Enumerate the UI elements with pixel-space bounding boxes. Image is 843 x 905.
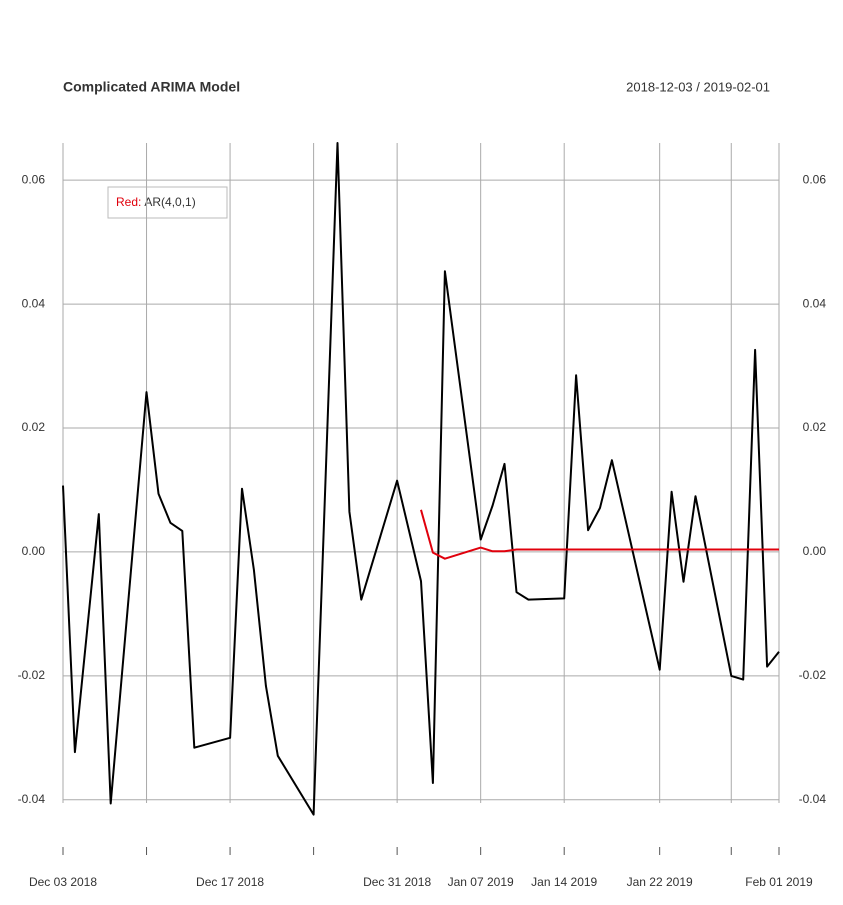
series-line	[420, 509, 779, 560]
y-tick-label: 0.04	[22, 296, 46, 310]
legend-key-text: Red:	[116, 195, 141, 209]
y2-tick-label: 0.04	[803, 296, 827, 310]
y-tick-label: 0.02	[22, 420, 46, 434]
x-tick-label: Dec 17 2018	[196, 875, 264, 889]
y-tick-label: 0.00	[22, 544, 46, 558]
x-tick-label: Jan 22 2019	[627, 875, 693, 889]
y2-tick-label: -0.02	[799, 668, 827, 682]
y2-tick-label: 0.00	[803, 544, 827, 558]
y2-tick-label: 0.06	[803, 172, 827, 186]
y2-tick-label: -0.04	[799, 792, 827, 806]
x-tick-label: Jan 14 2019	[531, 875, 597, 889]
y2-tick-label: 0.02	[803, 420, 827, 434]
legend-box	[107, 186, 228, 219]
y-tick-label: -0.02	[18, 668, 46, 682]
x-tick-label: Dec 03 2018	[29, 875, 97, 889]
series-line	[62, 142, 780, 816]
x-tick-label: Dec 31 2018	[363, 875, 431, 889]
chart-subtitle: 2018-12-03 / 2019-02-01	[626, 79, 770, 94]
y-tick-label: 0.06	[22, 172, 46, 186]
x-tick-label: Feb 01 2019	[745, 875, 813, 889]
legend-label: AR(4,0,1)	[144, 195, 195, 209]
chart-title: Complicated ARIMA Model	[63, 79, 240, 95]
x-tick-label: Jan 07 2019	[448, 875, 514, 889]
y-tick-label: -0.04	[18, 792, 46, 806]
legend-key: Red: AR(4,0,1)	[116, 195, 196, 209]
